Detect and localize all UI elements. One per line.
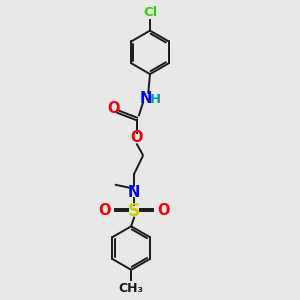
Text: O: O bbox=[158, 203, 170, 218]
Text: CH₃: CH₃ bbox=[119, 282, 144, 295]
Text: H: H bbox=[150, 93, 161, 106]
Text: O: O bbox=[98, 203, 111, 218]
Text: N: N bbox=[128, 184, 140, 200]
Text: O: O bbox=[107, 101, 120, 116]
Text: Cl: Cl bbox=[143, 6, 157, 19]
Text: N: N bbox=[140, 91, 152, 106]
Text: O: O bbox=[131, 130, 143, 146]
Text: S: S bbox=[128, 202, 140, 220]
